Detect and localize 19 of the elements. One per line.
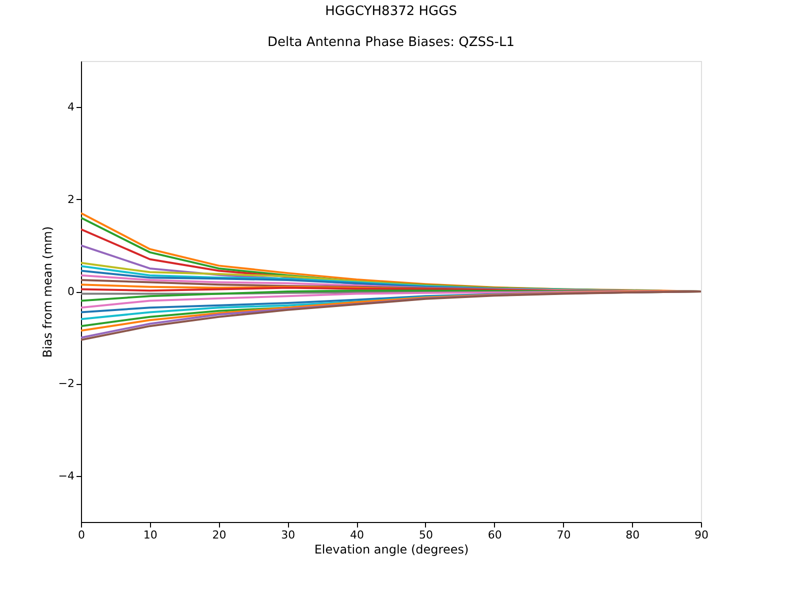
x-tick-label: 10 [143,528,158,542]
y-tick-label: −2 [58,377,74,390]
y-axis-title: Bias from mean (mm) [40,226,54,358]
x-tick-label: 90 [694,528,708,542]
x-axis-title: Elevation angle (degrees) [314,542,469,556]
x-tick-label: 30 [281,528,296,542]
x-tick-label: 40 [350,528,364,542]
x-tick-label: 60 [488,528,502,542]
chart-title: HGGCYH8372 HGGS [325,4,457,19]
x-tick-label: 70 [556,528,571,542]
y-tick-label: 2 [68,192,74,206]
x-tick-label: 50 [418,528,433,542]
y-tick-label: 0 [68,285,74,298]
x-tick-label: 20 [212,528,226,542]
chart-subtitle: Delta Antenna Phase Biases: QZSS-L1 [268,35,514,50]
y-tick-label: −4 [58,469,74,482]
x-tick-label: 80 [626,528,640,542]
y-tick-label: 4 [68,100,74,114]
x-tick-label: 0 [78,528,85,542]
